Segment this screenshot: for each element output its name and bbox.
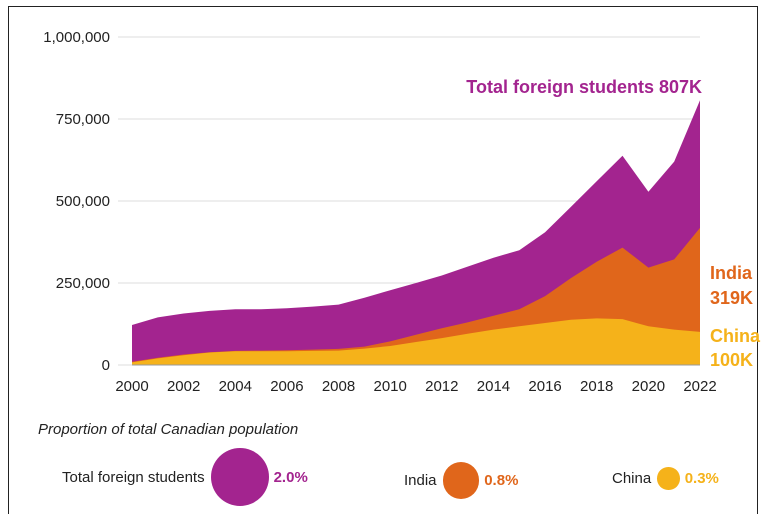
proportion-bubble-china bbox=[657, 467, 680, 490]
label-china-name: China bbox=[710, 326, 761, 346]
proportion-value-india: 0.8% bbox=[484, 471, 519, 489]
x-tick-label: 2010 bbox=[373, 378, 406, 395]
y-tick-label: 500,000 bbox=[56, 193, 110, 210]
proportion-bubble-total bbox=[210, 448, 269, 506]
x-tick-label: 2018 bbox=[580, 378, 613, 395]
y-tick-label: 750,000 bbox=[56, 111, 110, 128]
proportion-value-total: 2.0% bbox=[273, 468, 308, 486]
label-china-value: 100K bbox=[710, 350, 753, 370]
x-tick-label: 2014 bbox=[477, 378, 510, 395]
label-india-value: 319K bbox=[710, 288, 753, 308]
x-tick-label: 2020 bbox=[632, 378, 665, 395]
x-tick-label: 2022 bbox=[683, 378, 716, 395]
proportion-label-china: China bbox=[612, 469, 652, 487]
x-tick-label: 2006 bbox=[270, 378, 303, 395]
proportion-label-india: India bbox=[404, 471, 437, 489]
proportion-caption: Proportion of total Canadian population bbox=[38, 421, 299, 438]
proportion-legend: Total foreign students 2.0% India 0.8% C… bbox=[0, 448, 766, 508]
x-tick-label: 2012 bbox=[425, 378, 458, 395]
x-tick-label: 2004 bbox=[219, 378, 252, 395]
proportion-bubble-india bbox=[442, 462, 480, 499]
y-tick-label: 0 bbox=[102, 357, 110, 374]
y-tick-label: 250,000 bbox=[56, 275, 110, 292]
x-tick-label: 2002 bbox=[167, 378, 200, 395]
area-chart: 0 250,000 500,000 750,000 1,000,000 2000 2002 2… bbox=[43, 29, 761, 395]
proportion-item-total: Total foreign students 2.0% bbox=[62, 448, 308, 506]
label-india-name: India bbox=[710, 263, 753, 283]
x-tick-label: 2016 bbox=[528, 378, 561, 395]
x-tick-label: 2008 bbox=[322, 378, 355, 395]
proportion-item-china: China 0.3% bbox=[612, 467, 719, 490]
area-china bbox=[132, 318, 700, 365]
proportion-item-india: India 0.8% bbox=[404, 462, 518, 499]
x-tick-label: 2000 bbox=[115, 378, 148, 395]
y-tick-label: 1,000,000 bbox=[43, 29, 110, 46]
proportion-value-china: 0.3% bbox=[684, 469, 719, 487]
proportion-label-total: Total foreign students bbox=[62, 468, 205, 486]
label-total: Total foreign students 807K bbox=[466, 77, 702, 97]
